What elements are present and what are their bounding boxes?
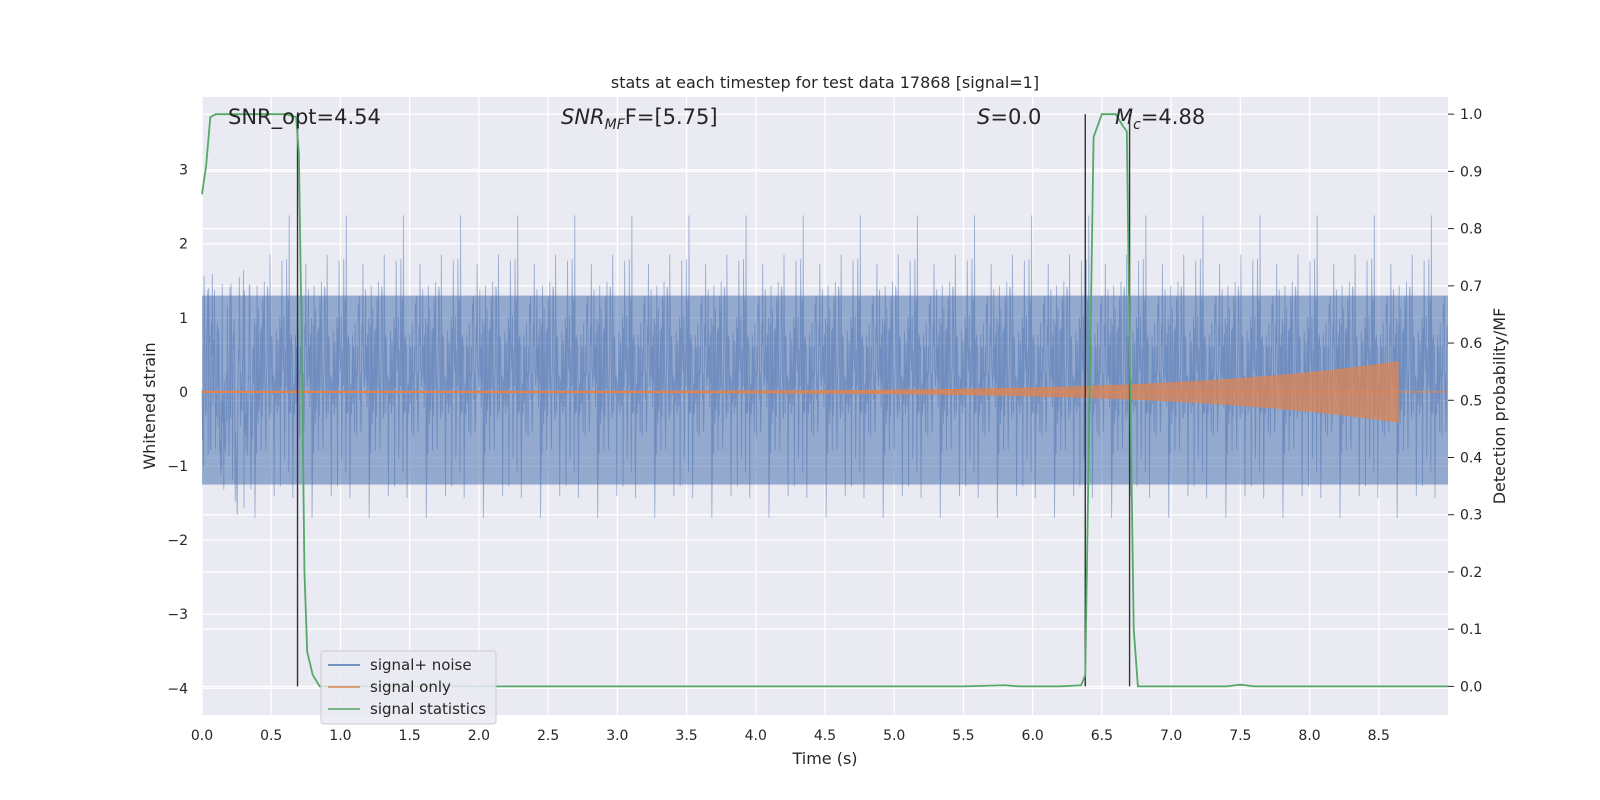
y-tick-label: −1 xyxy=(167,459,188,475)
x-tick-label: 2.5 xyxy=(537,728,559,744)
legend: signal+ noise signal only signal statist… xyxy=(320,650,497,725)
y-right-tick-label: 0.5 xyxy=(1460,393,1482,409)
chart-title: stats at each timestep for test data 178… xyxy=(611,73,1039,92)
x-tick-label: 8.5 xyxy=(1368,728,1390,744)
annotation-s: S=0.0 xyxy=(977,105,1041,129)
y-tick-label: 0 xyxy=(179,385,188,401)
y-right-tick-label: 0.3 xyxy=(1460,508,1482,524)
legend-label-signal: signal only xyxy=(370,678,451,696)
y-tick-label: −3 xyxy=(167,607,188,623)
y-right-tick-label: 0.2 xyxy=(1460,565,1482,581)
legend-label-statistics: signal statistics xyxy=(370,700,486,718)
x-tick-label: 4.0 xyxy=(745,728,767,744)
y-axis-label: Whitened strain xyxy=(140,342,159,469)
y-tick-label: 2 xyxy=(179,237,188,253)
y-axis-ticks: −4 −3 −2 −1 0 1 2 3 xyxy=(167,163,188,698)
y-right-axis-label: Detection probability/MF xyxy=(1490,308,1509,505)
y-right-tick-label: 0.9 xyxy=(1460,164,1482,180)
x-tick-label: 1.5 xyxy=(399,728,421,744)
x-tick-label: 4.5 xyxy=(814,728,836,744)
x-tick-label: 1.0 xyxy=(329,728,351,744)
y-right-tick-label: 0.6 xyxy=(1460,336,1482,352)
y-right-tick-label: 0.1 xyxy=(1460,622,1482,638)
y-tick-label: −4 xyxy=(167,681,188,697)
snr-mf-symbol: SNR xyxy=(561,105,605,129)
x-tick-label: 7.5 xyxy=(1229,728,1251,744)
x-tick-label: 5.0 xyxy=(883,728,905,744)
x-tick-label: 3.0 xyxy=(606,728,628,744)
mc-value: =4.88 xyxy=(1141,105,1205,129)
y-tick-label: 3 xyxy=(179,163,188,179)
legend-label-noise: signal+ noise xyxy=(370,656,472,674)
y-tick-label: −2 xyxy=(167,533,188,549)
statistics-line xyxy=(201,113,1448,688)
x-tick-label: 3.5 xyxy=(675,728,697,744)
mc-subscript: c xyxy=(1133,117,1141,133)
x-tick-label: 6.5 xyxy=(1091,728,1113,744)
y-right-tick-label: 0.4 xyxy=(1460,451,1482,467)
annotation-snr-mf: SNRMFF=[5.75] xyxy=(561,105,718,133)
noise-line xyxy=(201,215,1448,518)
x-tick-label: 6.0 xyxy=(1022,728,1044,744)
y-right-tick-label: 1.0 xyxy=(1460,107,1482,123)
y-right-tick-label: 0.0 xyxy=(1460,679,1482,695)
x-tick-label: 2.0 xyxy=(468,728,490,744)
signal-only-series xyxy=(201,361,1448,423)
x-tick-label: 7.0 xyxy=(1160,728,1182,744)
x-tick-label: 0.0 xyxy=(191,728,213,744)
legend-box xyxy=(320,650,497,725)
y-right-tick-label: 0.8 xyxy=(1460,222,1482,238)
y-tick-label: 1 xyxy=(179,311,188,327)
x-axis-ticks: 0.0 0.5 1.0 1.5 2.0 2.5 3.0 3.5 4.0 4.5 5.0 5.5 6.0 6… xyxy=(191,728,1390,744)
y-right-tick-label: 0.7 xyxy=(1460,279,1482,295)
snr-mf-value: F=[5.75] xyxy=(625,105,718,129)
annotation-snr-opt: SNR_opt=4.54 xyxy=(228,105,381,130)
x-tick-label: 8.0 xyxy=(1298,728,1320,744)
snr-mf-subscript: MF xyxy=(605,117,626,133)
mc-symbol: M xyxy=(1115,105,1133,129)
s-symbol: S xyxy=(977,105,990,129)
x-tick-label: 5.5 xyxy=(952,728,974,744)
x-axis-label: Time (s) xyxy=(791,749,857,768)
annotation-mc: Mc=4.88 xyxy=(1115,105,1205,133)
signal-statistics-series xyxy=(201,113,1448,688)
s-value: =0.0 xyxy=(990,105,1041,129)
x-tick-label: 0.5 xyxy=(260,728,282,744)
y-right-axis-ticks: 0.0 0.1 0.2 0.3 0.4 0.5 0.6 0.7 0.8 0.9 1.0 xyxy=(1448,107,1482,695)
